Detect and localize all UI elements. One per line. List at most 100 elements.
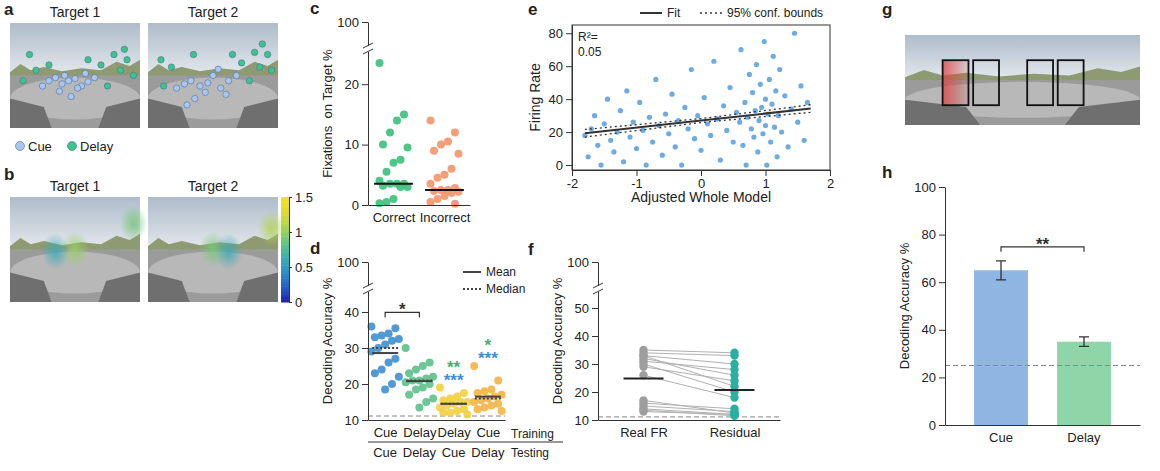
point (744, 162, 749, 167)
tick-mark (592, 308, 598, 309)
point (682, 105, 687, 110)
point (378, 366, 386, 374)
point (621, 159, 626, 164)
tick-label: 20 (575, 385, 589, 400)
panel: 10203040100CueDelayDelayCueDecoding Accu… (320, 255, 563, 460)
point (434, 195, 442, 203)
x-axis: CueDelayDelayCue (369, 420, 506, 440)
ground (148, 76, 278, 129)
pair-line (644, 358, 735, 375)
point (653, 77, 658, 82)
point (762, 39, 767, 44)
point (669, 92, 674, 97)
fixation (46, 78, 52, 84)
point (792, 31, 797, 36)
point (769, 101, 774, 106)
point (480, 387, 488, 395)
axis-line (369, 420, 506, 421)
point (437, 141, 445, 149)
tick: 2 (827, 170, 834, 191)
point (415, 403, 423, 411)
tick-label: Cue (476, 425, 500, 440)
axis-break (593, 289, 603, 294)
tick-label: 10 (345, 137, 359, 152)
colorbar-slice (281, 197, 289, 200)
tick: 100 (567, 255, 598, 270)
fixation (251, 49, 257, 55)
tick: 1.5 (289, 190, 313, 205)
point (393, 116, 401, 124)
tick-mark (566, 66, 572, 67)
point (395, 373, 403, 381)
plot-area (945, 261, 1140, 425)
figure: aTarget 1Target 2CueDelaybTarget 1Target… (0, 0, 1160, 471)
axis-break (363, 283, 373, 288)
tick-label: Cue (373, 445, 397, 460)
point (439, 409, 447, 417)
target-window (973, 60, 999, 105)
median-line (475, 397, 501, 399)
axis-title: Decoding Accuracy % (897, 242, 912, 369)
chance-line (945, 365, 1140, 366)
legend-label: Delay (80, 139, 114, 154)
tick-label: Delay (1067, 430, 1101, 445)
mean-line (475, 396, 501, 398)
tick-label: 100 (337, 255, 359, 270)
tick: Cue (374, 420, 398, 440)
point (758, 82, 763, 87)
point (390, 159, 398, 167)
platform (148, 273, 190, 302)
panel-letter: h (882, 163, 892, 182)
tick-mark (830, 170, 831, 176)
point (451, 129, 459, 137)
tick-label: 40 (345, 305, 359, 320)
tick-label: 80 (549, 26, 563, 41)
tick: 20 (575, 385, 598, 400)
label: Decoding Accuracy % (320, 277, 335, 404)
y-axis: 10203040100 (337, 255, 373, 428)
fixation (104, 83, 110, 89)
image-title: Target 2 (188, 178, 239, 194)
tick-label: Residual (710, 425, 761, 440)
point (639, 407, 647, 415)
plot-frame (572, 25, 830, 170)
tick: Residual (710, 420, 761, 440)
target-window (943, 60, 969, 105)
point (451, 200, 459, 208)
tick: 60 (549, 59, 572, 74)
target-highlight (943, 60, 969, 105)
y-axis: 1020304050100 (567, 255, 603, 428)
tick: 0 (289, 295, 302, 310)
tick-label: 1.5 (295, 190, 313, 205)
fixation (257, 64, 263, 70)
chance-line (368, 416, 505, 417)
point (487, 385, 495, 393)
point (402, 344, 410, 352)
tick: -2 (567, 170, 579, 191)
tick: 40 (345, 305, 368, 320)
tick-mark (939, 282, 945, 283)
fixation (33, 67, 39, 73)
panel: 1020304050100Real FRResidualDecoding Acc… (550, 255, 781, 441)
mountains (10, 60, 140, 78)
label: Fixations on Target % (320, 49, 335, 178)
fixation (124, 57, 130, 63)
tick-label: 0 (352, 198, 359, 213)
fixation (56, 88, 62, 94)
x-axis: CueDelay (946, 425, 1141, 445)
fixation (202, 89, 208, 95)
point (679, 162, 684, 167)
point (487, 402, 495, 410)
tick-label: 100 (567, 255, 589, 270)
point (446, 409, 454, 417)
platform (10, 273, 52, 302)
panel-letter: f (528, 240, 534, 259)
tick: 10 (345, 137, 368, 152)
point (455, 150, 463, 158)
plot-area (374, 59, 464, 208)
point (779, 130, 784, 135)
fixation (184, 102, 190, 108)
colorbar (281, 197, 289, 303)
point (385, 358, 393, 366)
tick: 20 (345, 377, 368, 392)
